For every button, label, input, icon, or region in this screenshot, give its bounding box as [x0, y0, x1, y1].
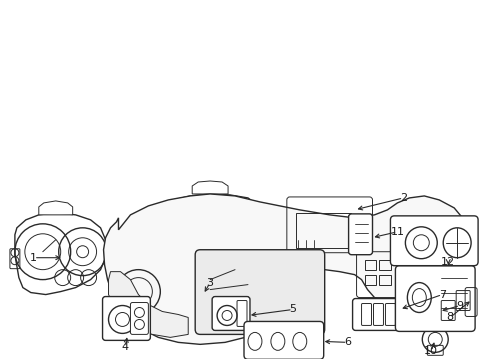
Bar [379, 275, 390, 285]
Text: 9: 9 [456, 301, 463, 311]
Text: 4: 4 [122, 342, 129, 352]
Polygon shape [196, 291, 203, 303]
Text: 5: 5 [289, 305, 296, 315]
Polygon shape [192, 181, 227, 194]
Polygon shape [410, 300, 436, 325]
FancyBboxPatch shape [102, 297, 150, 340]
Text: 10: 10 [424, 346, 437, 356]
Bar [295, 213, 350, 248]
Text: 1: 1 [30, 253, 37, 263]
Text: 7: 7 [438, 289, 445, 300]
FancyBboxPatch shape [352, 298, 400, 330]
Bar [379, 260, 390, 270]
Bar [364, 275, 376, 285]
FancyBboxPatch shape [389, 216, 477, 266]
Text: 2: 2 [399, 193, 406, 203]
Bar [196, 302, 210, 312]
Text: 3: 3 [206, 278, 213, 288]
FancyBboxPatch shape [244, 321, 323, 359]
Polygon shape [108, 272, 188, 337]
Text: 8: 8 [446, 312, 453, 323]
Polygon shape [103, 194, 466, 345]
FancyBboxPatch shape [130, 302, 148, 334]
Polygon shape [158, 194, 262, 287]
Text: 11: 11 [389, 227, 404, 237]
Polygon shape [110, 302, 128, 328]
Polygon shape [39, 201, 73, 215]
FancyBboxPatch shape [395, 266, 474, 332]
Polygon shape [15, 213, 105, 294]
FancyBboxPatch shape [348, 214, 372, 255]
Text: 6: 6 [344, 337, 350, 347]
Text: 12: 12 [440, 257, 454, 267]
FancyBboxPatch shape [212, 297, 249, 330]
FancyBboxPatch shape [195, 250, 324, 334]
Bar [364, 260, 376, 270]
